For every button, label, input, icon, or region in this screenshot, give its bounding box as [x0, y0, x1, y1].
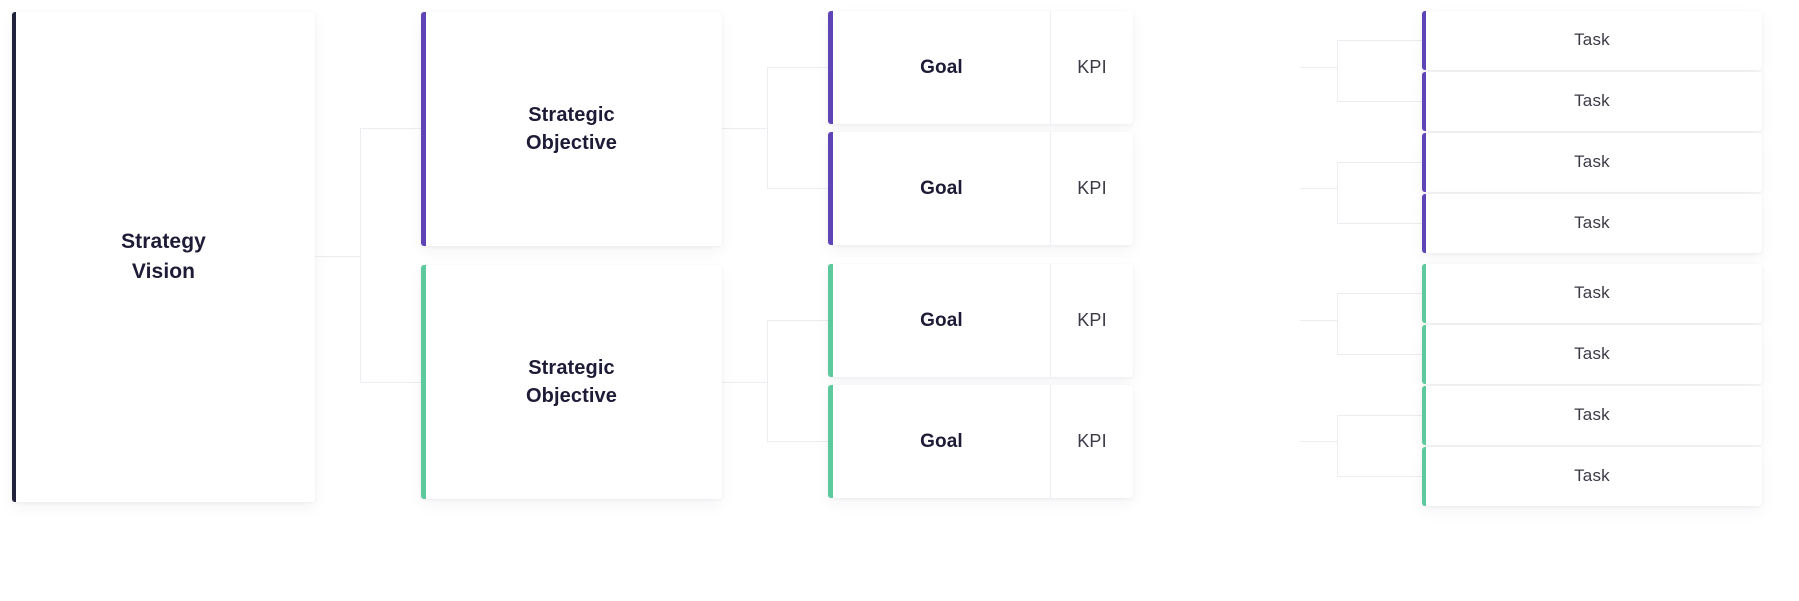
kpi-1-label[interactable]: KPI [1077, 57, 1107, 77]
task-5-label: Task [1574, 283, 1610, 303]
connector-objective-2-to-goal-4 [767, 441, 828, 442]
connector-goal-4-to-task-7 [1337, 415, 1422, 416]
goal-kpi-card-4[interactable]: Goal KPI [828, 385, 1133, 498]
task-card[interactable]: Task [1422, 72, 1762, 131]
connector-root-to-objective-2 [360, 382, 421, 383]
task-card[interactable]: Task [1422, 386, 1762, 445]
connector-root-vertical [360, 128, 361, 383]
task-1-accent-bar [1422, 11, 1426, 70]
task-2-label: Task [1574, 91, 1610, 111]
kpi-4-label[interactable]: KPI [1077, 431, 1107, 451]
kpi-2-label[interactable]: KPI [1077, 178, 1107, 198]
task-1-label: Task [1574, 30, 1610, 50]
task-card[interactable]: Task [1422, 325, 1762, 384]
connector-goal-3-to-task-6 [1337, 354, 1422, 355]
connector-objective-2-vertical [767, 320, 768, 442]
task-7-label: Task [1574, 405, 1610, 425]
connector-goal-2-stem [1300, 188, 1338, 189]
task-4-label: Task [1574, 213, 1610, 233]
strategy-vision-label: Strategy Vision [121, 230, 206, 283]
connector-goal-4-vertical [1337, 415, 1338, 476]
task-card[interactable]: Task [1422, 11, 1762, 70]
connector-root-stem [315, 256, 361, 257]
connector-root-to-objective-1 [360, 128, 421, 129]
task-5-accent-bar [1422, 264, 1426, 323]
goal-kpi-card-3[interactable]: Goal KPI [828, 264, 1133, 377]
goal-1-label: Goal [920, 56, 963, 78]
connector-objective-1-to-goal-1 [767, 67, 828, 68]
task-6-label: Task [1574, 344, 1610, 364]
strategic-objective-card-2[interactable]: Strategic Objective [421, 265, 722, 499]
task-card[interactable]: Task [1422, 194, 1762, 253]
goal-1-kpi-divider [1050, 11, 1051, 124]
goal-3-accent-bar [828, 264, 833, 377]
task-2-accent-bar [1422, 72, 1426, 131]
connector-goal-3-to-task-5 [1337, 293, 1422, 294]
connector-objective-1-stem [722, 128, 768, 129]
connector-goal-1-to-task-2 [1337, 101, 1422, 102]
strategic-objective-1-accent-bar [421, 12, 426, 246]
kpi-3-label[interactable]: KPI [1077, 310, 1107, 330]
connector-goal-2-to-task-4 [1337, 223, 1422, 224]
goal-1-accent-bar [828, 11, 833, 124]
task-card[interactable]: Task [1422, 264, 1762, 323]
connector-objective-2-stem [722, 382, 768, 383]
goal-4-accent-bar [828, 385, 833, 498]
connector-goal-1-stem [1300, 67, 1338, 68]
connector-goal-4-to-task-8 [1337, 476, 1422, 477]
goal-2-label: Goal [920, 177, 963, 199]
connector-goal-2-vertical [1337, 162, 1338, 223]
task-8-accent-bar [1422, 447, 1426, 506]
strategy-vision-accent-bar [12, 12, 16, 502]
strategic-objective-1-label: Strategic Objective [526, 103, 617, 154]
task-8-label: Task [1574, 466, 1610, 486]
goal-4-label: Goal [920, 430, 963, 452]
connector-goal-3-stem [1300, 320, 1338, 321]
strategic-objective-card-1[interactable]: Strategic Objective [421, 12, 722, 246]
task-card[interactable]: Task [1422, 447, 1762, 506]
goal-4-kpi-divider [1050, 385, 1051, 498]
goal-2-accent-bar [828, 132, 833, 245]
connector-goal-2-to-task-3 [1337, 162, 1422, 163]
connector-objective-2-to-goal-3 [767, 320, 828, 321]
task-7-accent-bar [1422, 386, 1426, 445]
task-3-accent-bar [1422, 133, 1426, 192]
goal-kpi-card-2[interactable]: Goal KPI [828, 132, 1133, 245]
strategy-vision-card[interactable]: Strategy Vision [12, 12, 315, 502]
connector-goal-3-vertical [1337, 293, 1338, 355]
task-6-accent-bar [1422, 325, 1426, 384]
goal-3-label: Goal [920, 309, 963, 331]
connector-goal-1-to-task-1 [1337, 40, 1422, 41]
goal-kpi-card-1[interactable]: Goal KPI [828, 11, 1133, 124]
strategic-objective-2-accent-bar [421, 265, 426, 499]
task-3-label: Task [1574, 152, 1610, 172]
connector-objective-1-vertical [767, 67, 768, 189]
connector-objective-1-to-goal-2 [767, 188, 828, 189]
goal-3-kpi-divider [1050, 264, 1051, 377]
task-4-accent-bar [1422, 194, 1426, 253]
strategic-objective-2-label: Strategic Objective [526, 356, 617, 407]
task-card[interactable]: Task [1422, 133, 1762, 192]
goal-2-kpi-divider [1050, 132, 1051, 245]
connector-goal-1-vertical [1337, 40, 1338, 102]
connector-goal-4-stem [1300, 441, 1338, 442]
